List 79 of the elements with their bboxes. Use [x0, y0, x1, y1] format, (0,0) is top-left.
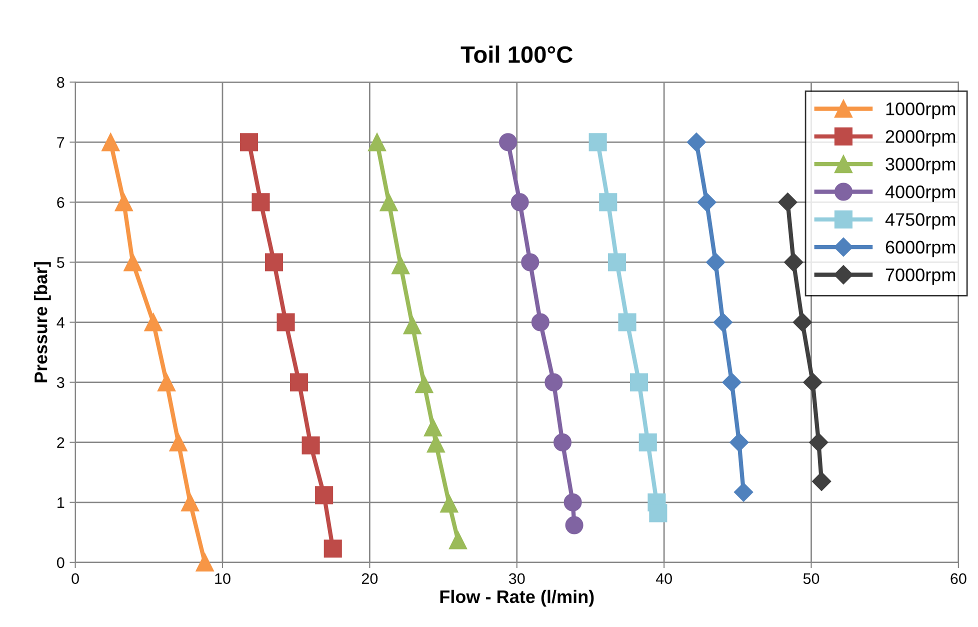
point: [784, 252, 804, 272]
x-tick-label: 0: [72, 573, 79, 584]
point: [544, 373, 563, 392]
point: [426, 434, 445, 453]
point: [697, 192, 716, 212]
point: [564, 493, 582, 512]
legend-label: 2000rpm: [886, 130, 956, 146]
x-axis-title: Flow - Rate (l/min): [440, 590, 594, 607]
point: [812, 472, 832, 491]
point: [630, 373, 648, 392]
point: [440, 494, 458, 513]
point: [124, 253, 142, 272]
point: [730, 432, 749, 452]
legend-label: 1000rpm: [886, 102, 956, 119]
y-tick-label: 3: [56, 377, 64, 388]
x-tick-label: 40: [656, 573, 672, 584]
point: [722, 372, 742, 392]
point: [510, 193, 529, 212]
x-tick-label: 60: [950, 573, 966, 584]
point: [102, 133, 120, 152]
point: [403, 316, 422, 334]
point: [706, 252, 726, 272]
point: [649, 504, 668, 522]
chart-title: Toil 100°C: [460, 46, 573, 63]
legend-label: 6000rpm: [886, 240, 956, 258]
point: [276, 313, 295, 332]
point: [521, 253, 540, 272]
point: [290, 373, 308, 392]
point: [424, 418, 442, 436]
point: [565, 516, 584, 534]
point: [324, 540, 342, 558]
y-tick-label: 2: [57, 437, 64, 448]
y-axis-title: Pressure [bar]: [34, 262, 51, 382]
x-tick-label: 20: [362, 573, 378, 584]
y-tick-label: 7: [57, 137, 64, 148]
x-tick-label: 30: [508, 573, 525, 584]
point: [302, 436, 320, 454]
y-tick-label: 5: [57, 257, 64, 268]
legend-label: 4000rpm: [885, 185, 956, 202]
point: [531, 313, 550, 332]
point: [415, 375, 434, 394]
point: [792, 312, 812, 332]
y-tick-label: 8: [57, 77, 64, 88]
point: [315, 486, 334, 504]
x-tick-label: 10: [215, 573, 230, 584]
x-tick-label: 50: [803, 573, 820, 584]
y-tick-label: 4: [56, 317, 64, 328]
legend-label: 4750rpm: [885, 213, 956, 230]
point: [734, 482, 754, 502]
point: [499, 133, 518, 152]
point: [599, 193, 618, 212]
point: [618, 313, 636, 332]
point: [196, 553, 214, 572]
point: [380, 193, 398, 212]
point: [686, 132, 706, 152]
point: [252, 193, 270, 212]
point: [713, 312, 732, 332]
point: [144, 313, 162, 332]
point: [264, 253, 284, 272]
point: [778, 192, 798, 212]
point: [392, 256, 410, 274]
y-tick-label: 6: [57, 197, 64, 208]
y-tick-label: 1: [58, 497, 64, 508]
point: [608, 253, 626, 272]
legend-label: 3000rpm: [886, 158, 956, 174]
point: [553, 433, 572, 452]
point: [638, 433, 657, 452]
point: [809, 432, 828, 452]
point: [169, 433, 188, 452]
legend-label: 7000rpm: [886, 268, 956, 285]
point: [368, 133, 386, 152]
point: [803, 372, 822, 392]
y-tick-label: 0: [56, 557, 64, 568]
point: [448, 531, 468, 550]
point: [240, 133, 258, 152]
point: [181, 493, 200, 512]
point: [158, 373, 176, 392]
point: [114, 193, 133, 212]
point: [588, 133, 607, 152]
